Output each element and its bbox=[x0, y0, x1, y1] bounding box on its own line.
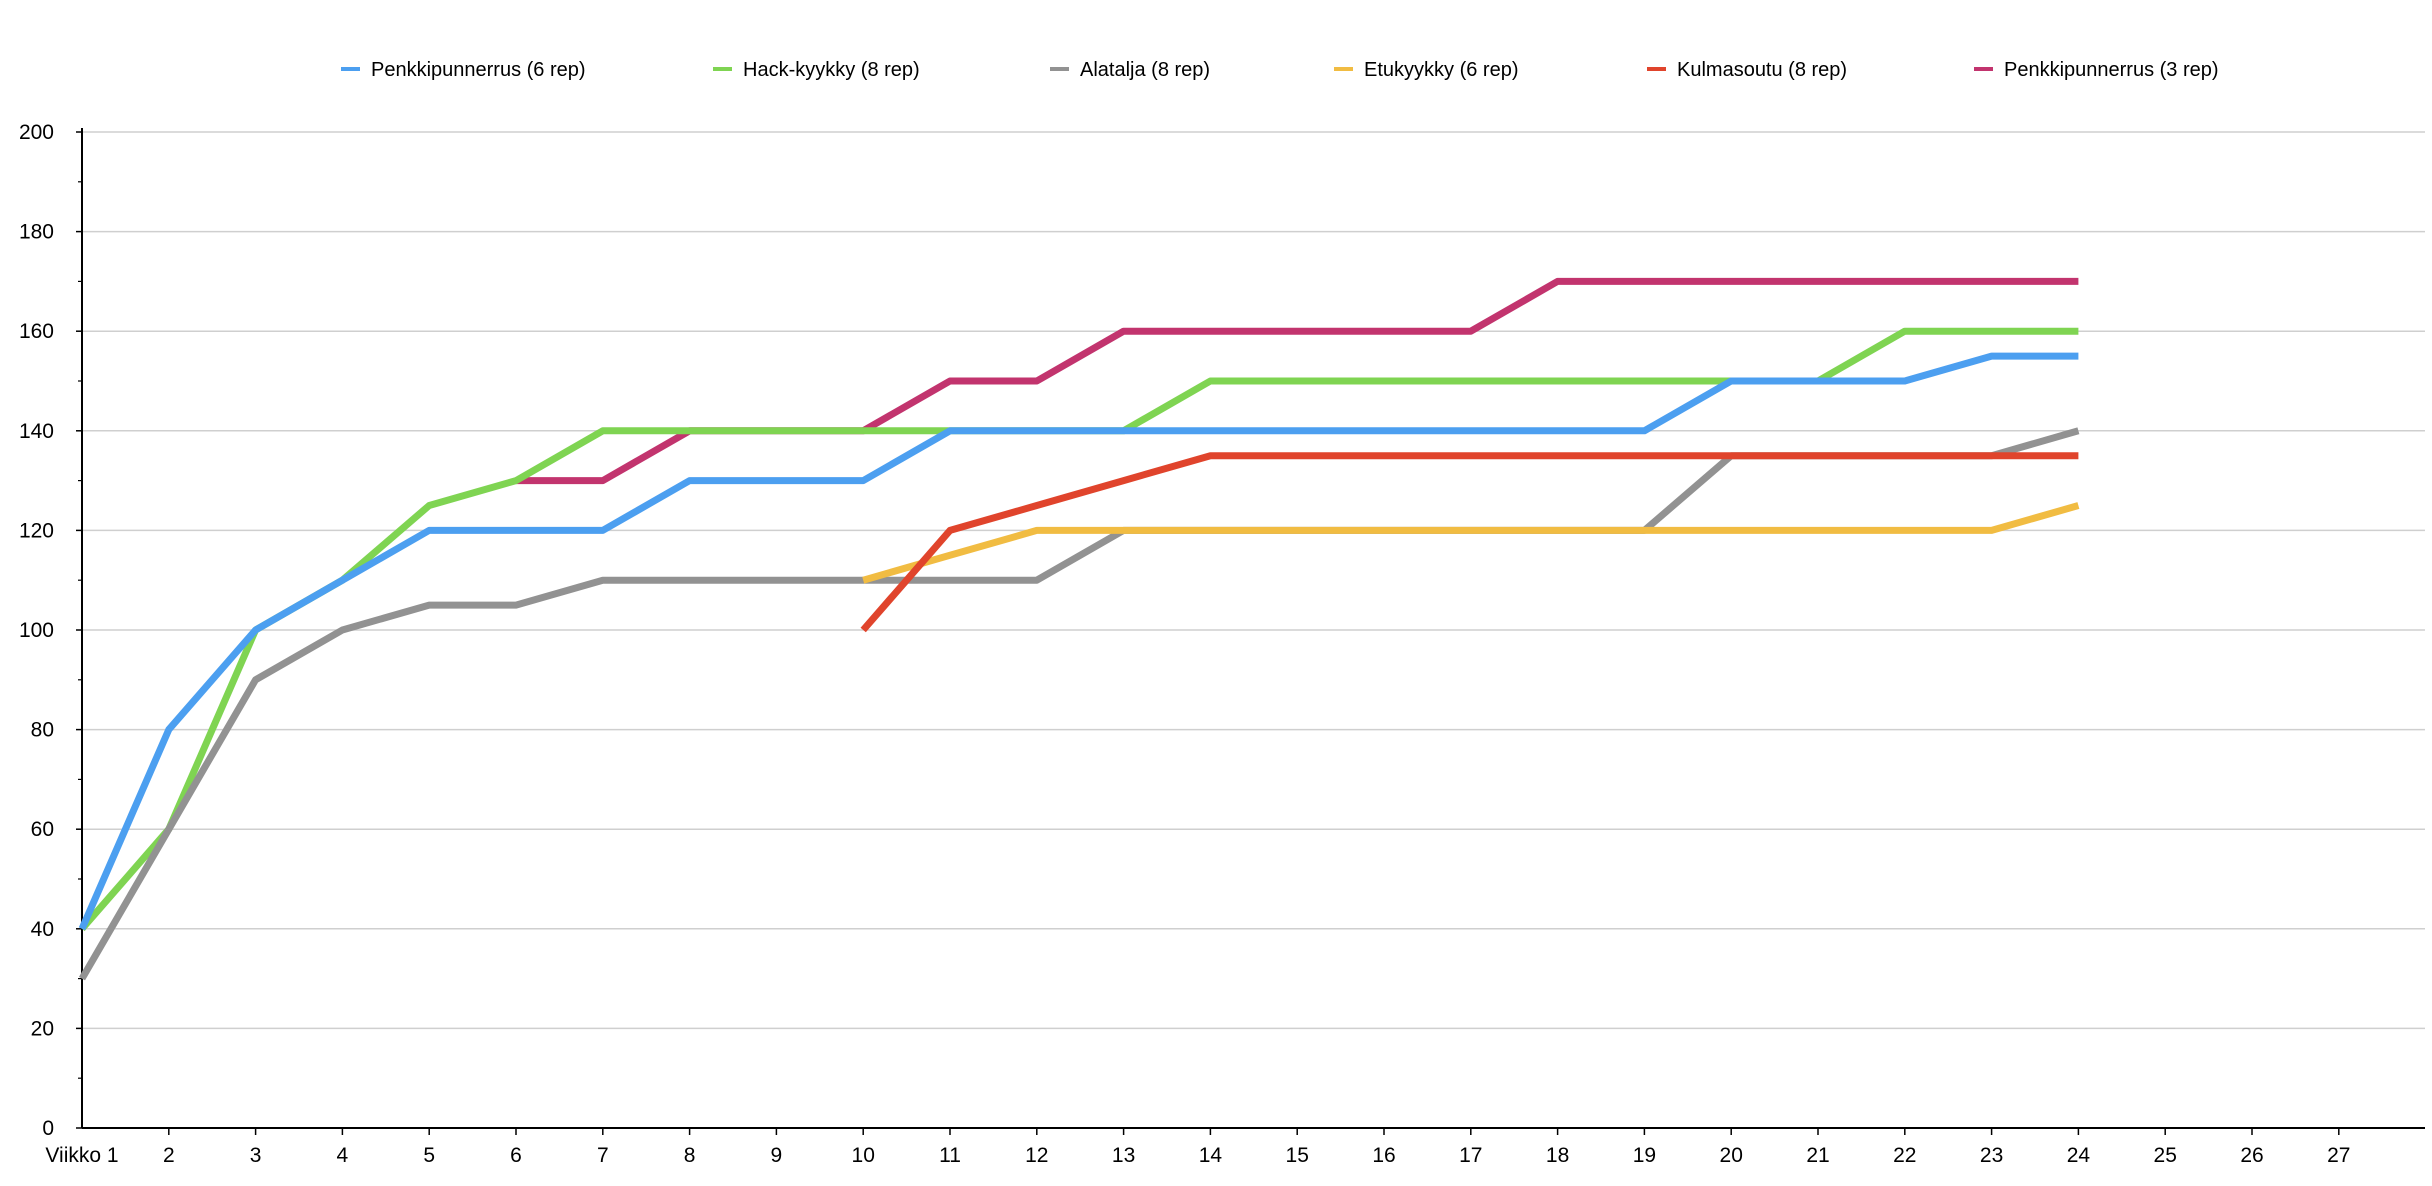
y-tick-label: 200 bbox=[19, 121, 54, 144]
legend-label: Penkkipunnerrus (3 rep) bbox=[2004, 59, 2219, 81]
x-tick-label: 2 bbox=[163, 1144, 175, 1167]
legend-label: Kulmasoutu (8 rep) bbox=[1677, 59, 1847, 81]
x-tick-label: 15 bbox=[1286, 1144, 1309, 1167]
x-tick-label: 21 bbox=[1806, 1144, 1829, 1167]
series-line bbox=[862, 502, 2080, 584]
x-tick-label: 6 bbox=[510, 1144, 522, 1167]
series-line bbox=[78, 427, 2080, 981]
legend-label: Hack-kyykky (8 rep) bbox=[743, 59, 920, 81]
x-tick-label: 19 bbox=[1633, 1144, 1656, 1167]
x-tick-label: 26 bbox=[2240, 1144, 2263, 1167]
x-tick-label: Viikko 1 bbox=[45, 1144, 118, 1167]
y-tick-label: 100 bbox=[19, 619, 54, 642]
x-tick-label: 5 bbox=[423, 1144, 435, 1167]
y-tick-label: 0 bbox=[42, 1117, 54, 1140]
x-tick-label: 8 bbox=[684, 1144, 696, 1167]
legend-label: Etukyykky (6 rep) bbox=[1364, 59, 1518, 81]
legend: Penkkipunnerrus (6 rep) Hack-kyykky (8 re… bbox=[341, 59, 2219, 81]
x-tick-label: 20 bbox=[1720, 1144, 1743, 1167]
y-tick-label: 60 bbox=[31, 818, 54, 841]
series-line bbox=[860, 452, 2079, 633]
legend-label: Penkkipunnerrus (6 rep) bbox=[371, 59, 586, 81]
y-tick-label: 20 bbox=[31, 1017, 54, 1040]
x-tick-label: 25 bbox=[2154, 1144, 2177, 1167]
x-tick-label: 22 bbox=[1893, 1144, 1916, 1167]
x-tick-label: 27 bbox=[2327, 1144, 2350, 1167]
y-tick-label: 180 bbox=[19, 221, 54, 244]
series-line bbox=[78, 352, 2079, 931]
y-tick-label: 160 bbox=[19, 320, 54, 343]
y-tick-label: 80 bbox=[31, 719, 54, 742]
x-tick-label: 16 bbox=[1372, 1144, 1395, 1167]
x-tick-label: 10 bbox=[852, 1144, 875, 1167]
x-tick-label: 7 bbox=[597, 1144, 609, 1167]
gridlines bbox=[82, 131, 2425, 1030]
x-tick-label: 23 bbox=[1980, 1144, 2003, 1167]
x-tick-label: 24 bbox=[2067, 1144, 2091, 1167]
x-tick-label: 17 bbox=[1459, 1144, 1482, 1167]
x-tick-label: 13 bbox=[1112, 1144, 1135, 1167]
x-tick-label: 12 bbox=[1025, 1144, 1048, 1167]
x-tick-label: 3 bbox=[250, 1144, 262, 1167]
legend-label: Alatalja (8 rep) bbox=[1080, 59, 1210, 81]
y-tick-label: 120 bbox=[19, 519, 54, 542]
x-tick-label: 11 bbox=[939, 1144, 961, 1167]
x-tick-label: 14 bbox=[1199, 1144, 1223, 1167]
x-tick-label: 18 bbox=[1546, 1144, 1569, 1167]
y-tick-label: 40 bbox=[31, 918, 54, 941]
series-lines bbox=[78, 277, 2080, 981]
y-tick-label: 140 bbox=[19, 420, 54, 443]
x-tick-label: 4 bbox=[337, 1144, 349, 1167]
x-tick-label: 9 bbox=[771, 1144, 783, 1167]
